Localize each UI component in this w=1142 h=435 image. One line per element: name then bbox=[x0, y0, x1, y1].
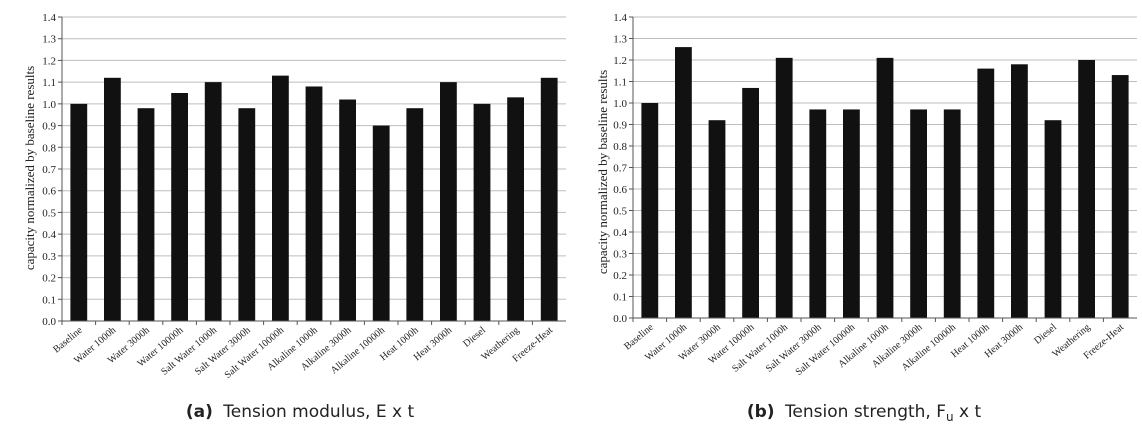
y-tick-label: 0.2 bbox=[42, 273, 56, 285]
y-tick-label: 1.2 bbox=[42, 55, 56, 67]
bar bbox=[877, 58, 894, 318]
caption-label: (b) bbox=[747, 402, 775, 422]
bar bbox=[1011, 64, 1028, 318]
bar bbox=[205, 82, 222, 321]
y-tick-label: 1.4 bbox=[42, 12, 56, 24]
bar bbox=[541, 78, 558, 321]
y-tick-label: 1.4 bbox=[613, 12, 627, 24]
bar bbox=[70, 104, 87, 321]
y-tick-label: 0.3 bbox=[42, 251, 56, 263]
caption-subscript: u bbox=[946, 410, 954, 424]
y-tick-label: 1.1 bbox=[613, 77, 627, 89]
x-tick-label: Salt Water 10000h bbox=[223, 325, 287, 381]
y-tick-label: 0.4 bbox=[42, 229, 56, 241]
bar bbox=[641, 103, 658, 318]
bar bbox=[944, 109, 961, 318]
y-tick-label: 0.9 bbox=[613, 120, 627, 132]
y-tick-label: 0.7 bbox=[613, 163, 627, 175]
bar bbox=[272, 76, 289, 321]
bar bbox=[809, 109, 826, 318]
y-tick-label: 0.6 bbox=[613, 184, 627, 196]
bar bbox=[977, 69, 994, 318]
bar bbox=[843, 109, 860, 318]
y-tick-label: 0.1 bbox=[613, 292, 627, 304]
bar bbox=[104, 78, 121, 321]
y-tick-label: 0.7 bbox=[42, 164, 56, 176]
bar bbox=[138, 108, 155, 321]
y-tick-label: 1.0 bbox=[613, 98, 627, 110]
y-tick-label: 0.5 bbox=[613, 206, 627, 218]
y-tick-label: 1.0 bbox=[42, 99, 56, 111]
chart-caption: (b) Tension strength, Fu x t bbox=[747, 402, 982, 424]
chart-caption: (a) Tension modulus, E x t bbox=[186, 402, 415, 422]
bar bbox=[1045, 120, 1062, 318]
tension-modulus-chart: 0.0 0.1 0.2 0.3 0.4 0.5 0.6 0.7 0.8 0.9 1.0 1.1 1.2 1… bbox=[0, 0, 571, 435]
y-tick-label: 1.3 bbox=[613, 34, 627, 46]
bar bbox=[709, 120, 726, 318]
bar bbox=[776, 58, 793, 318]
y-tick-label: 1.3 bbox=[42, 34, 56, 46]
chart-panel-b: 0.0 0.1 0.2 0.3 0.4 0.5 0.6 0.7 0.8 0.9 1.0 1.1 1.2 1… bbox=[571, 0, 1142, 435]
y-tick-label: 0.2 bbox=[613, 270, 627, 282]
bar bbox=[373, 126, 390, 321]
y-tick-label: 0.4 bbox=[613, 227, 627, 239]
bar bbox=[742, 88, 759, 318]
bar bbox=[1078, 60, 1095, 318]
chart-panel-a: 0.0 0.1 0.2 0.3 0.4 0.5 0.6 0.7 0.8 0.9 1.0 1.1 1.2 1… bbox=[0, 0, 571, 435]
bar bbox=[238, 108, 255, 321]
x-tick-label: Salt Water 10000h bbox=[794, 322, 858, 378]
y-tick-label: 0.6 bbox=[42, 186, 56, 198]
caption-label: (a) bbox=[186, 402, 213, 422]
bar bbox=[1112, 75, 1129, 318]
x-tick-label: Diesel bbox=[1032, 322, 1059, 347]
y-tick-label: 0.5 bbox=[42, 207, 56, 219]
y-axis-label: capacity normalized by baseline results bbox=[22, 66, 37, 270]
y-tick-label: 0.9 bbox=[42, 121, 56, 133]
bar bbox=[440, 82, 457, 321]
y-tick-label: 0.8 bbox=[42, 142, 56, 154]
bar bbox=[406, 108, 423, 321]
bar bbox=[507, 97, 524, 321]
y-tick-label: 1.1 bbox=[42, 77, 56, 89]
y-tick-label: 0.3 bbox=[613, 249, 627, 261]
caption-text: Tension strength, F bbox=[784, 402, 946, 422]
x-tick-label: Diesel bbox=[461, 325, 488, 350]
bar bbox=[675, 47, 692, 318]
y-tick-label: 0.8 bbox=[613, 141, 627, 153]
bar bbox=[910, 109, 927, 318]
y-tick-label: 0.1 bbox=[42, 294, 56, 306]
bar bbox=[474, 104, 491, 321]
caption-text: Tension modulus, E x t bbox=[222, 402, 414, 422]
y-tick-label: 1.2 bbox=[613, 55, 627, 67]
bar bbox=[306, 86, 323, 321]
bar bbox=[339, 100, 356, 321]
y-axis-label: capacity normalized by baseline results bbox=[595, 70, 610, 274]
tension-strength-chart: 0.0 0.1 0.2 0.3 0.4 0.5 0.6 0.7 0.8 0.9 1.0 1.1 1.2 1… bbox=[571, 0, 1142, 435]
y-tick-label: 0.0 bbox=[613, 313, 627, 325]
y-tick-label: 0.0 bbox=[42, 316, 56, 328]
bar bbox=[171, 93, 188, 321]
caption-text-suffix: x t bbox=[954, 402, 982, 422]
